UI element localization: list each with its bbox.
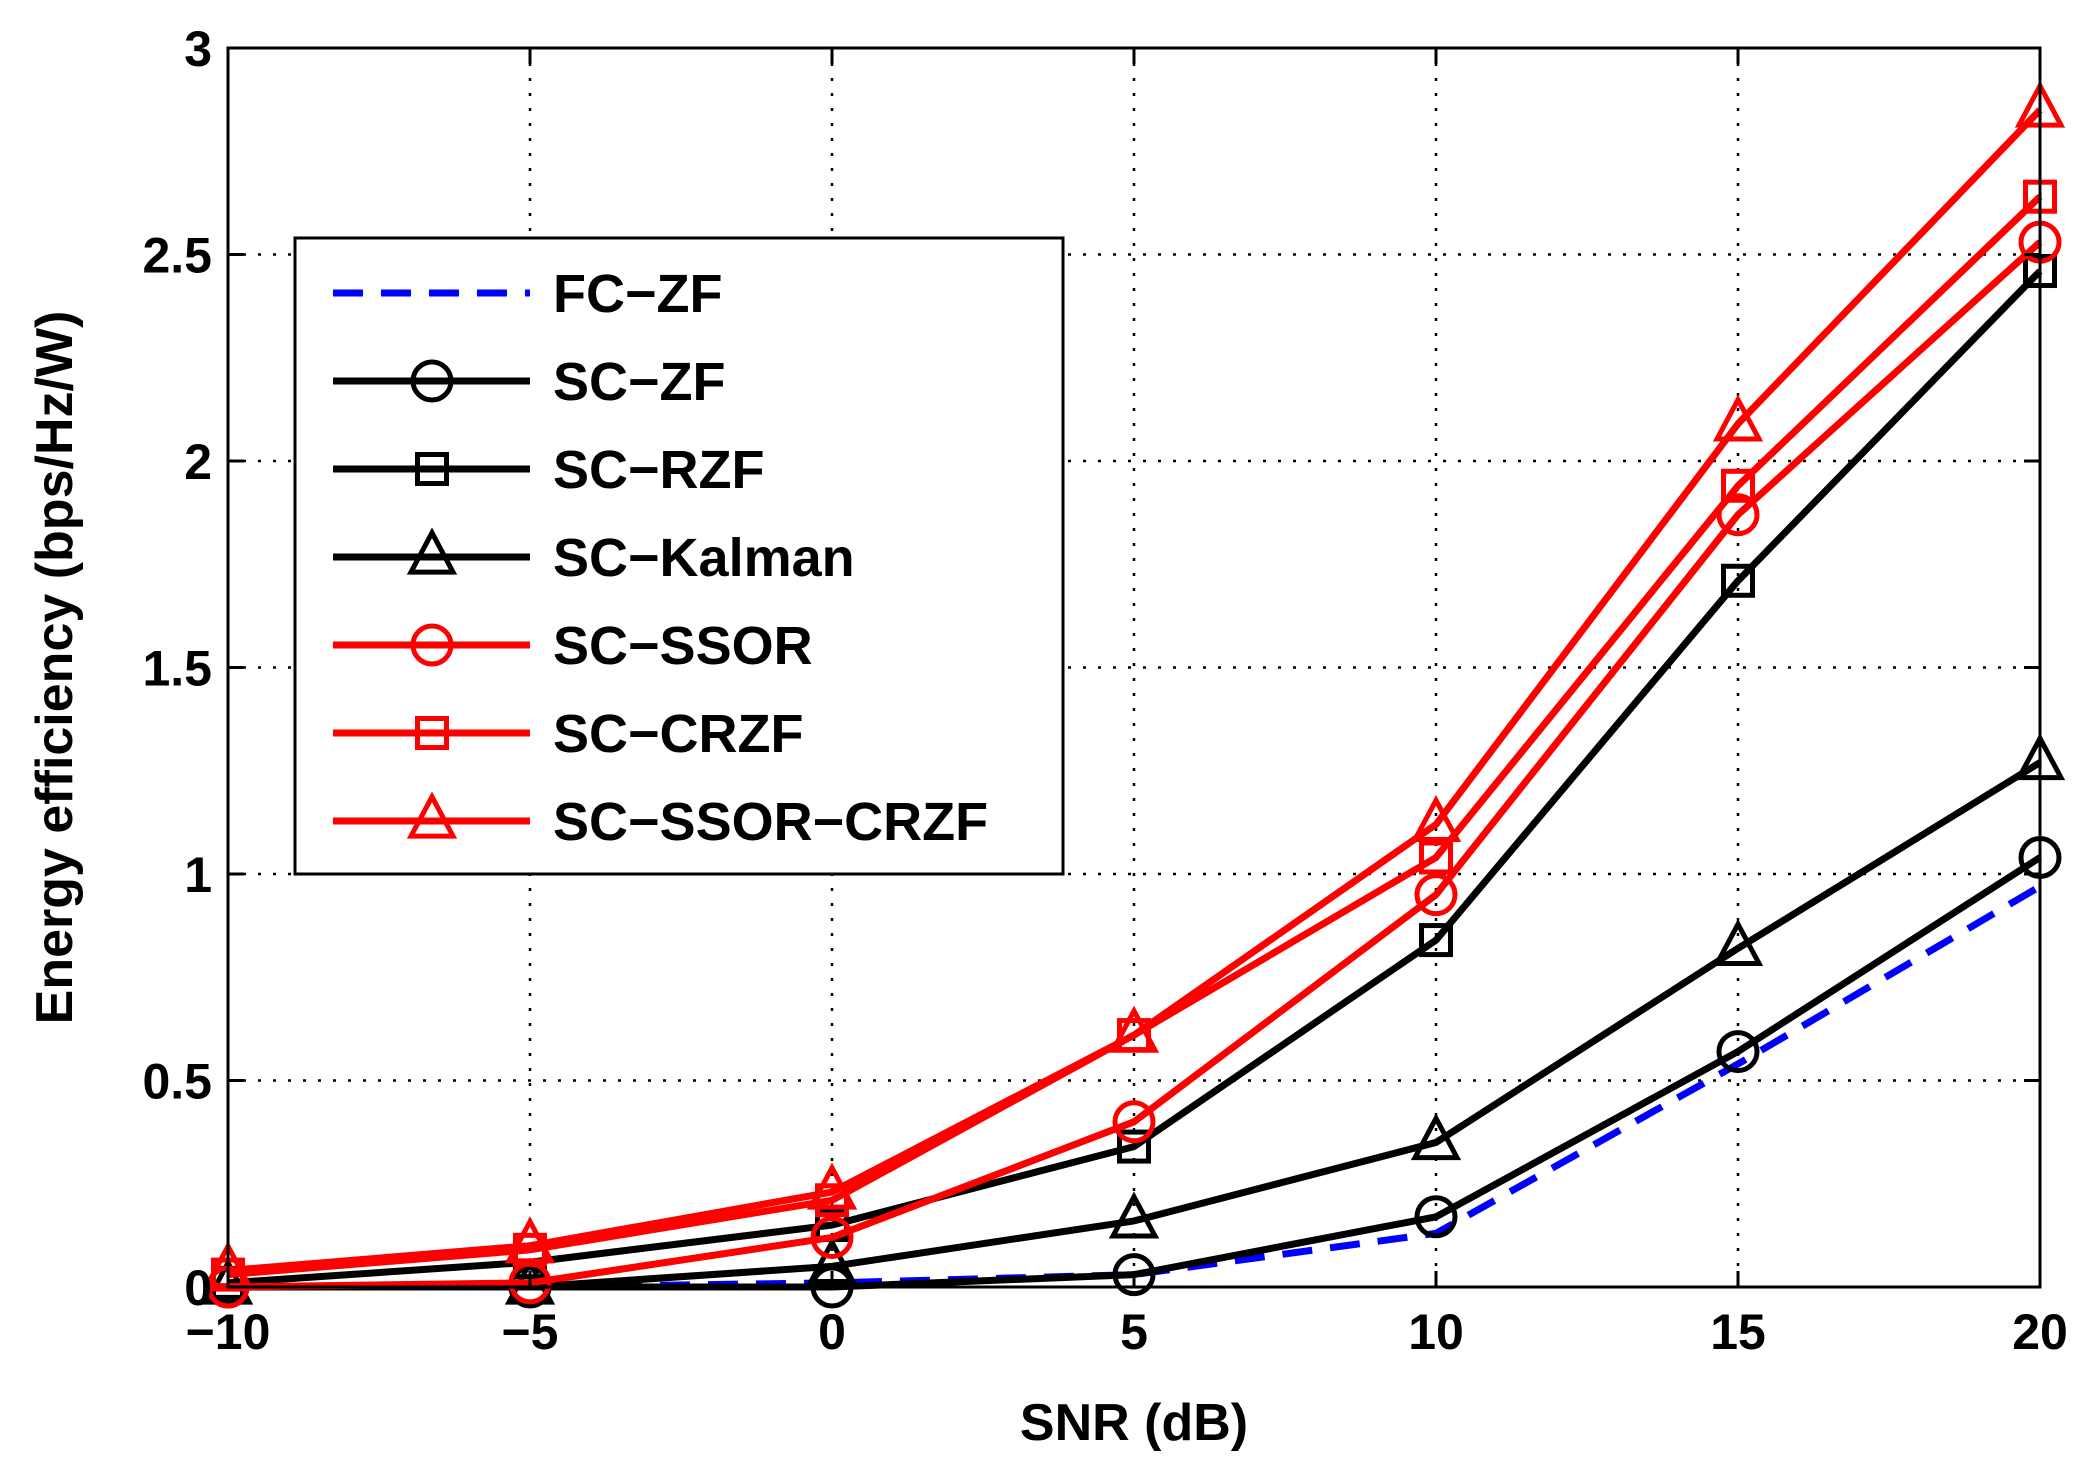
data-point <box>1410 794 1462 843</box>
x-tick-label: 10 <box>1408 1304 1464 1360</box>
data-point <box>1721 468 1755 503</box>
data-point <box>1112 1100 1156 1144</box>
legend-marker <box>415 452 449 486</box>
x-tick-label: −5 <box>501 1304 558 1360</box>
legend-label: SC−Kalman <box>553 528 855 588</box>
legend-marker <box>406 527 458 575</box>
y-tick-label: 3 <box>184 21 212 77</box>
x-axis-label: SNR (dB) <box>1020 1394 1248 1452</box>
legend-label: SC−SSOR−CRZF <box>553 792 988 852</box>
data-point <box>1721 563 1755 598</box>
y-axis-label: Energy efficiency (bps/Hz/W) <box>26 311 84 1025</box>
legend-marker <box>406 791 458 839</box>
x-tick-label: 15 <box>1710 1304 1766 1360</box>
data-point <box>202 1257 254 1305</box>
data-point <box>1112 1253 1156 1297</box>
tick-marks <box>226 46 2042 1289</box>
legend-label: SC−ZF <box>553 352 726 412</box>
legend-marker <box>410 623 454 667</box>
legend-label: SC−SSOR <box>553 616 813 676</box>
legend-label: FC−ZF <box>553 264 723 324</box>
legend-marker <box>410 359 454 403</box>
data-point <box>1414 1195 1458 1239</box>
y-tick-label: 0.5 <box>142 1054 212 1110</box>
y-tick-label: 1 <box>184 847 212 903</box>
y-tick-label: 2 <box>184 434 212 490</box>
legend-marker <box>415 716 449 750</box>
data-point <box>1108 1005 1160 1053</box>
y-tick-label: 2.5 <box>142 228 212 284</box>
data-point <box>1419 923 1453 958</box>
y-tick-label: 1.5 <box>142 641 212 697</box>
data-point <box>810 1215 854 1259</box>
x-tick-label: 5 <box>1120 1304 1148 1360</box>
legend: FC−ZF SC−ZF SC−RZF SC−Kalman SC−SSOR SC−CRZF S… <box>293 236 1065 876</box>
legend-label: SC−CRZF <box>553 704 804 764</box>
x-tick-label: −10 <box>186 1304 271 1360</box>
x-tick-label: 20 <box>2012 1304 2068 1360</box>
data-point <box>1419 840 1453 875</box>
data-point <box>806 1162 858 1210</box>
x-tick-labels: −10 −5 0 5 10 15 20 <box>186 1304 2068 1360</box>
data-point <box>1712 394 1764 442</box>
y-tick-label: 0 <box>184 1260 212 1316</box>
data-point <box>1716 1030 1760 1074</box>
x-tick-label: 0 <box>818 1304 846 1360</box>
data-point <box>1414 873 1458 917</box>
y-tick-labels: 0 0.5 1 1.5 2 2.5 3 <box>142 21 212 1316</box>
legend-label: SC−RZF <box>553 440 765 500</box>
data-point <box>1410 1112 1462 1161</box>
data-point <box>504 1216 556 1264</box>
series-line <box>227 107 2043 1274</box>
data-point <box>1108 1191 1160 1239</box>
data-point <box>1712 918 1764 966</box>
data-point <box>1117 1129 1151 1164</box>
